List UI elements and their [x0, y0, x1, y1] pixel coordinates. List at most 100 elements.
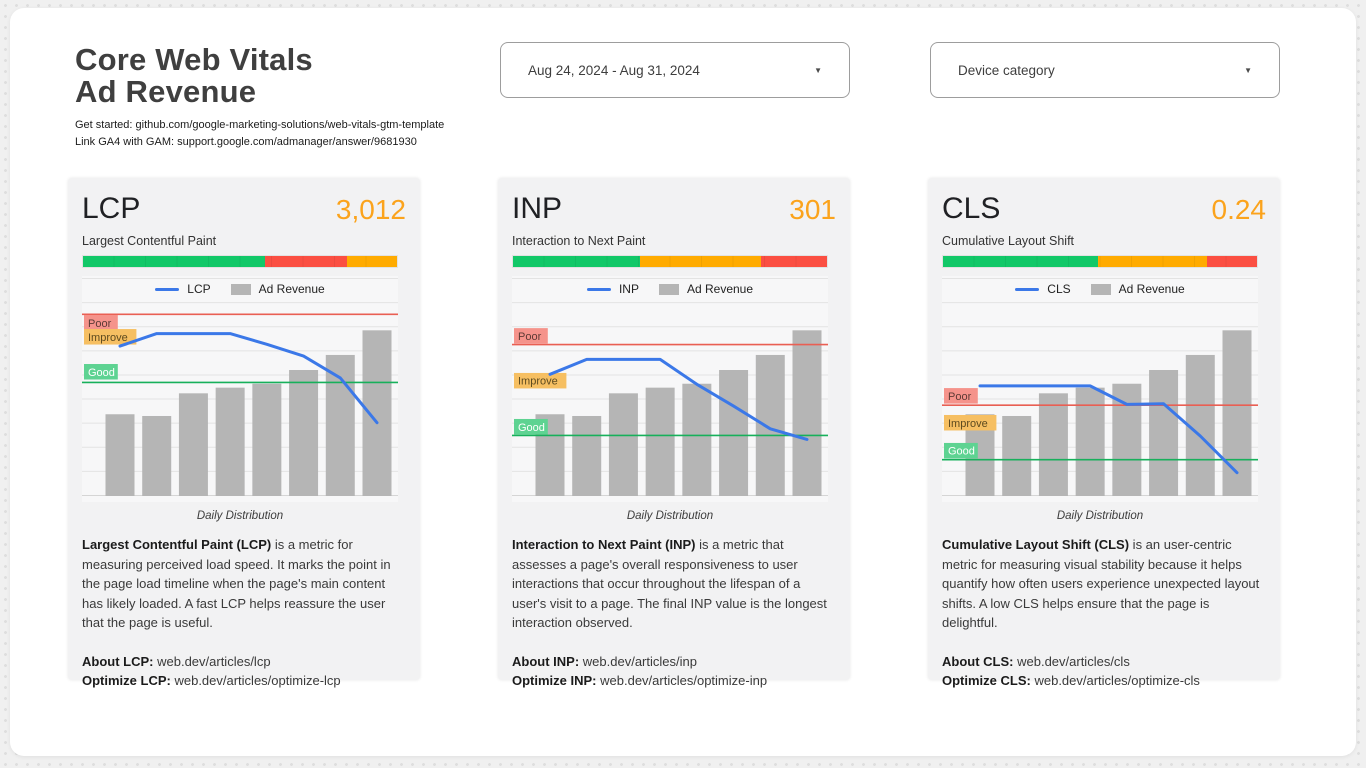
revenue-bar: [215, 387, 245, 496]
distribution-bar: [942, 255, 1258, 268]
date-range-value: Aug 24, 2024 - Aug 31, 2024: [528, 62, 700, 78]
legend-line-swatch: [1015, 287, 1040, 291]
revenue-bar: [572, 415, 602, 496]
dist-segment-good: [513, 256, 641, 267]
description-body: is an user-centric metric for measuring …: [942, 537, 1260, 630]
revenue-bar: [645, 387, 675, 496]
optimize-url: web.dev/articles/optimize-lcp: [174, 673, 341, 688]
chevron-down-icon: ▼: [1244, 65, 1252, 75]
legend-metric-label: CLS: [1047, 282, 1071, 296]
get-started-link[interactable]: Get started: github.com/google-marketing…: [75, 119, 445, 131]
metric-line: [118, 332, 379, 425]
about-link[interactable]: About LCP: web.dev/articles/lcp: [82, 652, 406, 672]
metric-name: INP: [512, 192, 563, 225]
metric-description: Interaction to Next Paint (INP) is a met…: [512, 535, 836, 633]
revenue-bar: [1002, 415, 1032, 496]
metric-subtitle: Interaction to Next Paint: [512, 234, 646, 248]
threshold-label-poor: Poor: [518, 331, 542, 343]
chart-plot: Poor Improve Good: [512, 278, 828, 496]
revenue-bar: [252, 383, 282, 496]
legend-revenue-label: Ad Revenue: [1118, 282, 1185, 296]
revenue-bar: [608, 393, 638, 496]
description-lead: Cumulative Layout Shift (CLS): [942, 537, 1130, 552]
optimize-url: web.dev/articles/optimize-inp: [600, 673, 768, 688]
chart-legend: INP Ad Revenue: [512, 282, 828, 296]
dist-segment-poor: [265, 256, 347, 267]
distribution-bar: [512, 255, 828, 268]
distribution-bar: [82, 255, 398, 268]
chart-legend: LCP Ad Revenue: [82, 282, 398, 296]
page-title-line2: Ad Revenue: [75, 74, 257, 109]
about-url: web.dev/articles/lcp: [157, 653, 271, 669]
threshold-label-improve: Improve: [518, 376, 558, 388]
card-header: LCP 3,012: [82, 192, 406, 226]
metric-links: About INP: web.dev/articles/inp Optimize…: [512, 652, 836, 691]
threshold-label-good: Good: [518, 422, 545, 434]
about-link[interactable]: About CLS: web.dev/articles/cls: [942, 652, 1266, 672]
about-label: About LCP:: [82, 653, 154, 669]
revenue-bar: [142, 415, 172, 496]
page-title: Core Web Vitals Ad Revenue: [75, 44, 444, 108]
threshold-label-bg-good: [514, 418, 548, 435]
cards-row: LCP 3,012 Largest Contentful Paint LCP A…: [68, 178, 1280, 688]
legend-revenue-label: Ad Revenue: [686, 282, 754, 296]
page-title-line1: Core Web Vitals: [75, 42, 313, 77]
legend-metric-label: LCP: [187, 282, 211, 296]
revenue-bar: [1038, 393, 1068, 496]
description-body: is a metric that assesses a page's overa…: [512, 537, 827, 630]
about-label: About INP:: [512, 653, 580, 669]
revenue-bar: [178, 393, 208, 496]
revenue-bar: [325, 354, 355, 496]
revenue-bar: [755, 354, 785, 496]
report-header: Core Web Vitals Ad Revenue Get started: …: [75, 44, 444, 151]
optimize-link[interactable]: Optimize INP: web.dev/articles/optimize-…: [512, 671, 836, 691]
about-link[interactable]: About INP: web.dev/articles/inp: [512, 652, 836, 672]
optimize-label: Optimize INP:: [512, 673, 597, 688]
threshold-label-bg-good: [944, 442, 978, 459]
legend-bar-swatch: [1090, 283, 1111, 295]
revenue-bar: [1112, 383, 1142, 496]
date-range-dropdown[interactable]: Aug 24, 2024 - Aug 31, 2024 ▼: [500, 42, 850, 98]
revenue-bar: [1149, 369, 1179, 496]
revenue-bar: [289, 369, 319, 496]
metric-card-inp: INP 301 Interaction to Next Paint INP Ad…: [498, 178, 850, 688]
chart-legend: CLS Ad Revenue: [942, 282, 1258, 296]
metric-name: CLS: [942, 192, 1001, 225]
threshold-label-good: Good: [88, 367, 115, 379]
about-url: web.dev/articles/cls: [1017, 653, 1130, 669]
optimize-link[interactable]: Optimize LCP: web.dev/articles/optimize-…: [82, 671, 406, 691]
x-axis-label: Daily Distribution: [1056, 510, 1144, 522]
x-axis-label: Daily Distribution: [626, 510, 714, 522]
metric-card-lcp: LCP 3,012 Largest Contentful Paint LCP A…: [68, 178, 420, 688]
dist-segment-needs-improvement: [640, 256, 762, 267]
revenue-bar: [362, 330, 392, 496]
metric-chart: LCP Ad Revenue Poor Improve Good: [82, 276, 398, 502]
threshold-label-improve: Improve: [88, 332, 128, 344]
metric-chart: INP Ad Revenue Poor Improve Good: [512, 276, 828, 502]
device-category-dropdown[interactable]: Device category ▼: [930, 42, 1280, 98]
threshold-label-bg-good: [84, 364, 118, 380]
threshold-label-poor: Poor: [88, 318, 112, 330]
metric-subtitle: Cumulative Layout Shift: [942, 234, 1075, 248]
dist-segment-needs-improvement: [346, 256, 397, 267]
metric-line: [978, 384, 1239, 475]
revenue-bar: [1222, 330, 1252, 496]
threshold-label-bg-improve: [944, 414, 997, 431]
device-category-value: Device category: [958, 62, 1055, 78]
chart-plot: Poor Improve Good: [942, 278, 1258, 496]
threshold-label-poor: Poor: [948, 391, 972, 403]
about-url: web.dev/articles/inp: [582, 653, 697, 669]
optimize-url: web.dev/articles/optimize-cls: [1034, 673, 1200, 688]
threshold-label-improve: Improve: [948, 418, 988, 430]
description-body: is a metric for measuring perceived load…: [82, 537, 391, 630]
optimize-label: Optimize LCP:: [82, 673, 171, 688]
revenue-bar: [105, 414, 135, 496]
threshold-label-bg-improve: [84, 329, 137, 345]
metric-card-cls: CLS 0.24 Cumulative Layout Shift CLS Ad …: [928, 178, 1280, 688]
dist-segment-poor: [761, 256, 827, 267]
description-lead: Largest Contentful Paint (LCP): [82, 537, 272, 552]
link-ga4-gam[interactable]: Link GA4 with GAM: support.google.com/ad…: [75, 136, 417, 148]
optimize-label: Optimize CLS:: [942, 673, 1031, 688]
optimize-link[interactable]: Optimize CLS: web.dev/articles/optimize-…: [942, 671, 1266, 691]
dist-segment-good: [943, 256, 1099, 267]
